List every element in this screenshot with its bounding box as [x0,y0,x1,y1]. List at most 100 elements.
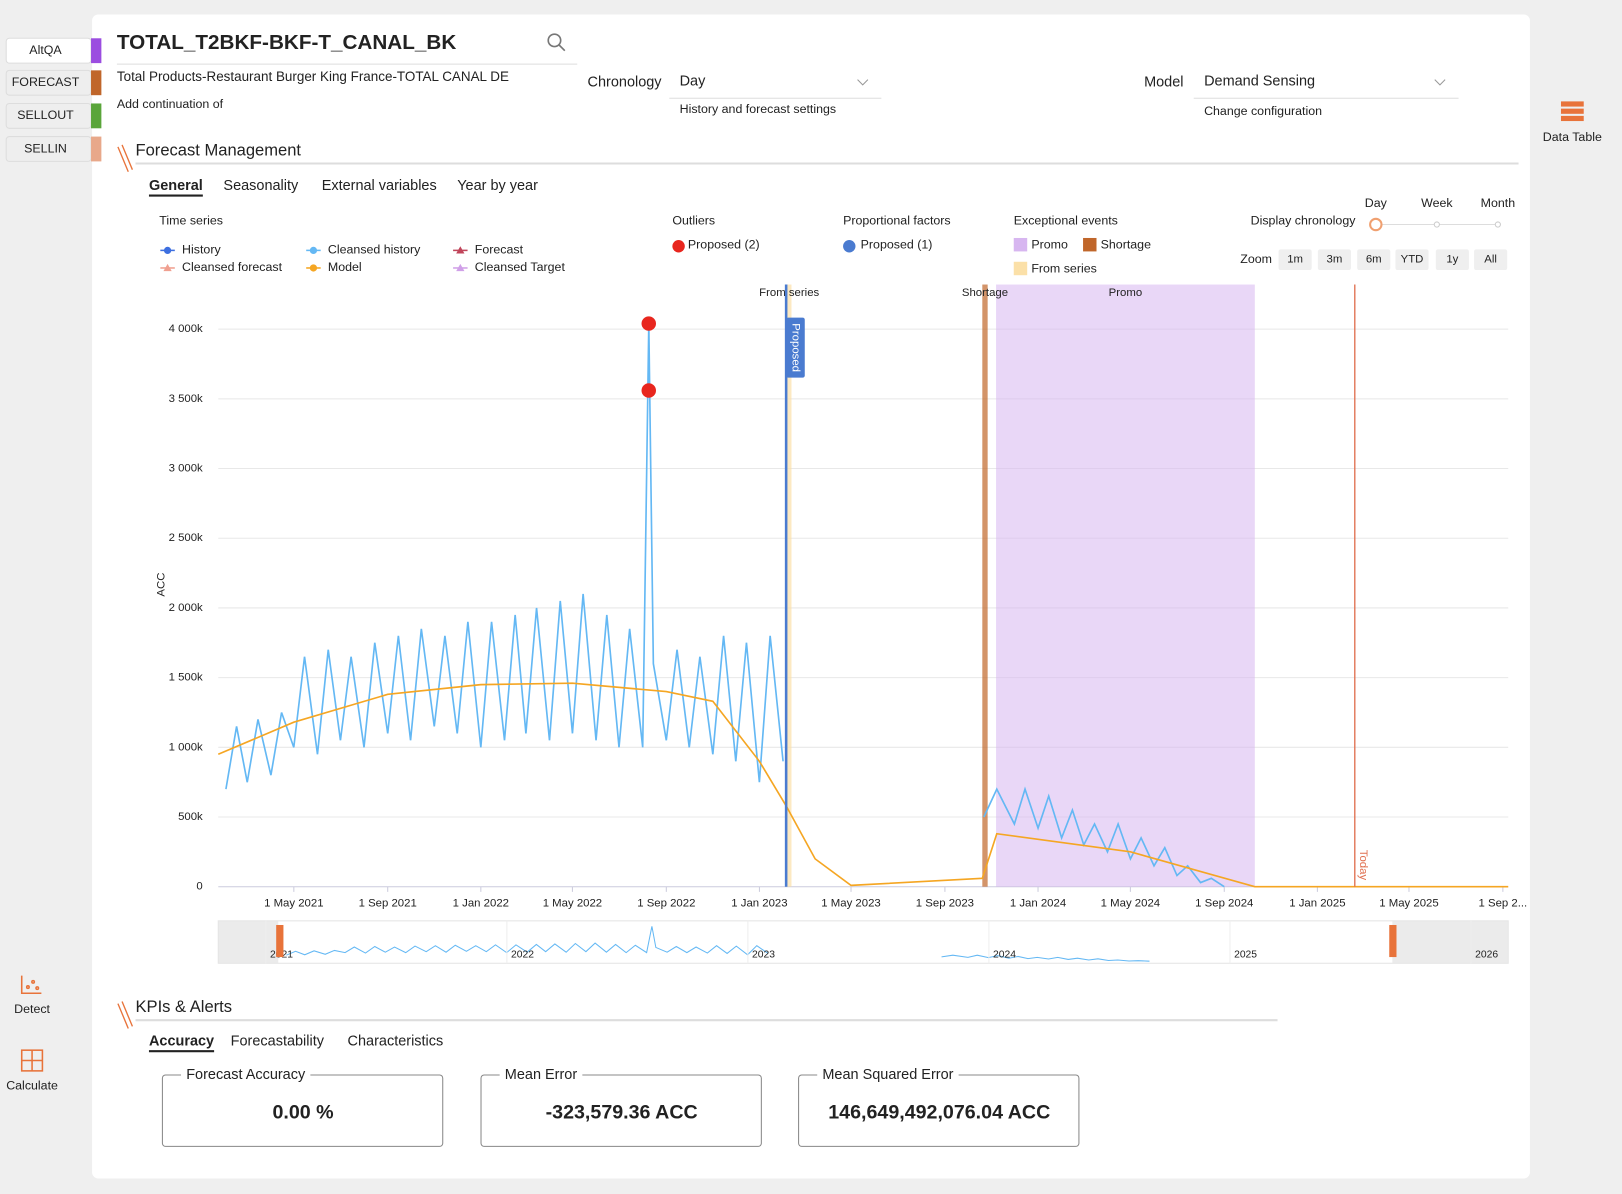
field-label: Chronology [588,75,663,91]
detect-icon[interactable] [20,975,42,995]
zoom-button-label[interactable]: 1m [1287,254,1303,266]
series-line [225,323,1225,888]
y-tick-label: 3 000k [169,463,203,475]
y-tick-label: 4 000k [169,323,203,335]
x-tick-label: 1 Sep 2024 [1195,897,1253,909]
section-tab[interactable]: General [149,178,203,194]
sidebar-tab-label[interactable]: SELLOUT [17,108,74,122]
today-label: Today [1357,850,1369,881]
field-label: Model [1144,75,1183,91]
navigator-line [286,926,1150,962]
slider-handle[interactable] [1369,217,1383,232]
group-label: Outliers [672,214,715,228]
x-tick-label: 1 Sep 2023 [916,897,974,909]
zoom-button-label[interactable]: 3m [1327,254,1343,266]
legend-label[interactable]: Cleansed history [328,243,421,257]
dropdown-value[interactable]: Demand Sensing [1204,74,1315,90]
navigator-label: 2025 [1234,950,1257,961]
group-label: Proportional factors [843,214,951,228]
section-tab[interactable]: Forecastability [231,1034,325,1050]
section-tab[interactable]: Seasonality [223,178,299,194]
kpi-label-bg [817,1067,959,1083]
navigator-handle[interactable] [276,924,284,958]
tool-label[interactable]: Calculate [6,1079,58,1093]
zoom-button[interactable] [1395,249,1429,271]
kpi-label: Forecast Accuracy [186,1067,306,1083]
legend-label[interactable]: Cleansed Target [475,260,566,274]
x-tick-label: 1 Jan 2022 [453,897,509,909]
factor-flag[interactable] [786,317,805,378]
x-tick-label: 1 Jan 2024 [1010,897,1066,909]
zoom-button-label[interactable]: YTD [1401,254,1424,266]
legend-label[interactable]: Cleansed forecast [182,260,283,274]
navigator-label: 2023 [752,950,775,961]
field-hint[interactable]: Change configuration [1204,104,1322,118]
series-line [217,682,1509,888]
legend-label[interactable]: Proposed (2) [688,237,760,251]
section-mark [117,144,134,173]
legend-label[interactable]: Forecast [475,243,524,257]
x-tick-label: 1 Sep 2021 [359,897,417,909]
x-tick-label: 1 May 2025 [1379,897,1438,909]
x-tick-label: 1 Jan 2025 [1289,897,1345,909]
x-tick-label: 1 May 2021 [264,897,323,909]
zoom-button-label[interactable]: 1y [1446,254,1458,266]
chronology-option[interactable]: Day [1365,196,1388,210]
kpi-label: Mean Squared Error [822,1067,953,1083]
x-tick-label: 1 May 2023 [821,897,880,909]
zoom-button[interactable] [1474,249,1508,271]
tab-color [91,38,102,64]
zoom-button-label[interactable]: 6m [1366,254,1382,266]
section-title: Forecast Management [136,140,302,159]
data-table-icon[interactable] [1560,101,1584,122]
legend-label[interactable]: History [182,243,221,257]
sidebar-tab-label[interactable]: AltQA [29,43,62,57]
zoom-button[interactable] [1435,249,1469,271]
navigator [217,920,1509,964]
zoom-button-label[interactable]: All [1484,254,1497,266]
legend-marker [843,240,856,253]
legend-label[interactable]: Proposed (1) [861,237,933,251]
chronology-option[interactable]: Month [1481,196,1516,210]
tool-label[interactable]: Detect [14,1002,50,1016]
zoom-label: Zoom [1240,252,1272,266]
zoom-button[interactable] [1278,249,1312,271]
section-tab[interactable]: Year by year [457,178,538,194]
dropdown-value[interactable]: Day [680,74,706,90]
legend-swatch [1083,237,1097,252]
x-tick-label: 1 Sep 2... [1479,897,1528,909]
y-tick-label: 0 [196,881,202,893]
kpi-value: 146,649,492,076.04 ACC [828,1101,1050,1123]
section-title: KPIs & Alerts [136,997,233,1016]
calculate-icon[interactable] [20,1049,44,1072]
outlier-point[interactable] [641,383,656,398]
x-tick-label: 1 Jan 2023 [731,897,787,909]
legend-label[interactable]: Promo [1031,237,1068,251]
sidebar-tab-label[interactable]: SELLIN [24,141,67,155]
legend-label[interactable]: Model [328,260,362,274]
series-title: TOTAL_T2BKF-BKF-T_CANAL_BK [117,31,456,54]
legend-swatch [1013,261,1028,276]
zoom-button[interactable] [1317,249,1351,271]
section-tab[interactable]: Accuracy [149,1034,214,1050]
kpi-label-bg [499,1067,583,1083]
section-tab[interactable]: Characteristics [348,1034,444,1050]
y-tick-label: 3 500k [169,393,203,405]
zoom-button[interactable] [1357,249,1391,271]
legend-label[interactable]: Shortage [1101,237,1151,251]
sidebar-tab-label[interactable]: FORECAST [12,75,80,89]
continuation-link[interactable]: Add continuation of [117,97,224,111]
search-icon[interactable] [547,33,566,52]
slider-stop [1494,221,1501,228]
navigator-handle[interactable] [1389,924,1397,958]
section-tab[interactable]: External variables [322,178,437,194]
legend-label[interactable]: From series [1031,261,1096,275]
data-table-label[interactable]: Data Table [1543,130,1602,144]
main-panel [92,14,1530,1179]
series-description: Total Products-Restaurant Burger King Fr… [117,69,509,84]
outlier-point[interactable] [641,316,656,331]
chronology-option[interactable]: Week [1421,196,1453,210]
x-tick-label: 1 May 2024 [1101,897,1160,909]
tab-color [91,103,102,129]
